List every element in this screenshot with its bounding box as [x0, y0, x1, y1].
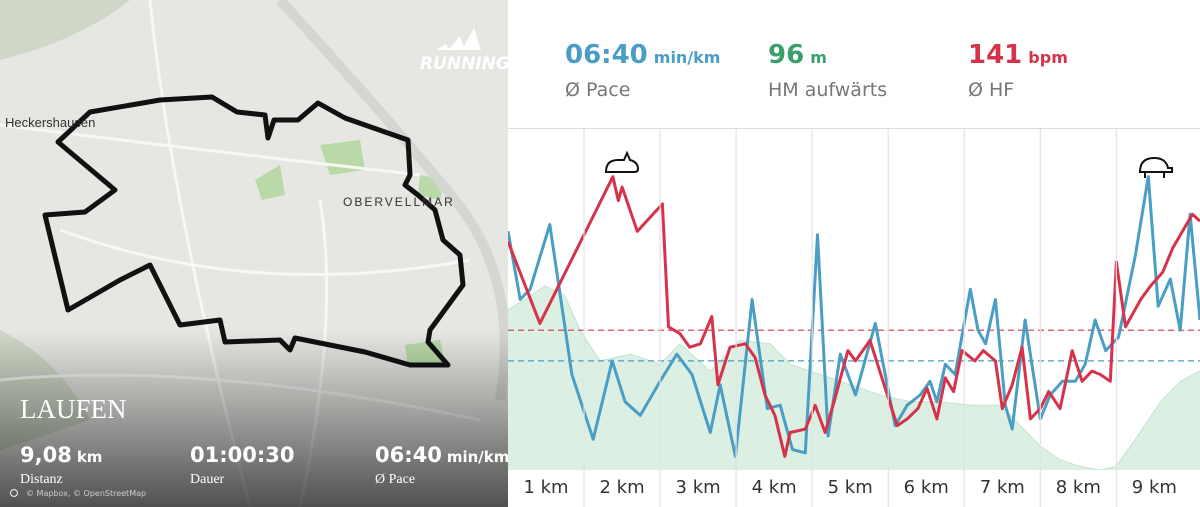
x-tick-label: 1 km [523, 477, 568, 498]
map-stat-value: 06:40 min/km [375, 443, 509, 467]
activity-title: LAUFEN [20, 394, 127, 424]
unit: bpm [1028, 48, 1068, 67]
map-shade [0, 330, 508, 507]
unit: min/km [654, 48, 721, 67]
route [42, 94, 466, 368]
unit: m [810, 48, 827, 67]
x-tick-label: 2 km [599, 477, 644, 498]
map-forest [0, 0, 130, 60]
elevation-area [508, 285, 1200, 470]
fastest-icon [604, 150, 640, 173]
x-tick-label: 9 km [1132, 477, 1177, 498]
plot-area [508, 175, 1200, 470]
stat-label: HM aufwärts [768, 79, 887, 101]
map-stat-label: Distanz [20, 472, 63, 487]
attribution: © Mapbox, © OpenStreetMap [26, 489, 146, 498]
value: 06:40 [565, 40, 648, 70]
markers [604, 150, 1173, 178]
stat-label: Ø Pace [565, 79, 630, 101]
stat-value: 06:40 min/km [565, 40, 720, 70]
chart-panel: 06:40 min/km Ø Pace 96 m HM aufwärts 141 bpm Ø H… [508, 0, 1200, 507]
series-line [508, 175, 1200, 458]
map-road [0, 0, 481, 507]
value: 96 [768, 40, 804, 70]
x-tick-label: 5 km [828, 477, 873, 498]
x-tick-label: 8 km [1056, 477, 1101, 498]
value: 06:40 [375, 443, 442, 467]
elevation-edge [508, 285, 1200, 470]
info-icon[interactable] [9, 488, 19, 498]
stat-label: Ø HF [968, 79, 1014, 101]
map-stat-label: Dauer [190, 472, 225, 487]
map-stat-value: 01:00:30 [190, 443, 294, 467]
stat-value: 96 m [768, 40, 827, 70]
stat-value: 141 bpm [968, 40, 1068, 70]
slowest-icon [1138, 156, 1173, 178]
place-label: OBERVELLMAR [343, 195, 455, 209]
unit: km [77, 448, 103, 466]
map-road [276, 0, 510, 401]
brand-name: RUNNING [420, 54, 510, 74]
value: 141 [968, 40, 1022, 70]
map-stat-label: Ø Pace [375, 472, 415, 487]
map-panel: Heckershausen OBERVELLMAR RUNNING LAUFEN… [0, 0, 510, 507]
x-tick-label: 6 km [904, 477, 949, 498]
value: 9,08 [20, 443, 72, 467]
place-label: Heckershausen [5, 115, 95, 130]
map-stat-value: 9,08 km [20, 443, 102, 467]
x-tick-label: 4 km [752, 477, 797, 498]
unit: min/km [447, 448, 510, 466]
brand-logo [436, 28, 481, 50]
x-tick-label: 7 km [980, 477, 1025, 498]
series-line [508, 175, 1200, 458]
x-tick-label: 3 km [676, 477, 721, 498]
